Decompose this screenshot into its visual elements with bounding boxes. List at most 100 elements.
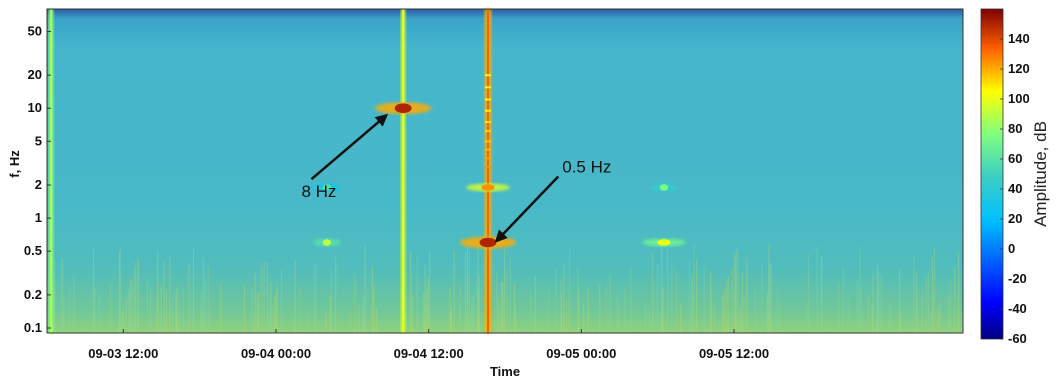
noise-streak <box>274 296 276 333</box>
noise-streak <box>807 301 809 333</box>
noise-streak <box>961 312 963 333</box>
x-tick-label: 09-04 12:00 <box>394 346 464 361</box>
emission-band-core <box>50 9 53 333</box>
noise-streak <box>691 273 693 333</box>
colorbar-tick-label: -60 <box>1008 331 1027 346</box>
noise-streak <box>53 287 55 333</box>
noise-streak <box>92 247 94 333</box>
noise-streak <box>502 282 504 333</box>
noise-streak <box>689 259 690 333</box>
noise-streak <box>899 268 901 333</box>
x-tick-label: 09-05 00:00 <box>546 346 616 361</box>
noise-streak <box>890 301 892 333</box>
noise-streak <box>768 249 770 333</box>
noise-streak <box>426 286 428 333</box>
harmonic-mark <box>485 98 491 101</box>
noise-streak <box>703 268 705 333</box>
noise-streak <box>514 307 516 333</box>
noise-streak <box>175 292 177 333</box>
noise-streak <box>131 278 133 333</box>
y-axis-label: f, Hz <box>7 150 22 178</box>
noise-streak <box>157 281 159 333</box>
noise-streak <box>713 305 715 333</box>
noise-streak <box>741 272 743 333</box>
plot-area <box>47 9 963 333</box>
noise-streak <box>424 291 426 333</box>
noise-streak <box>624 287 626 333</box>
annotation-arrow <box>494 175 560 243</box>
noise-streak <box>251 285 253 333</box>
noise-streak <box>163 262 165 333</box>
noise-streak <box>722 294 724 333</box>
noise-streak <box>119 248 121 333</box>
noise-streak <box>948 294 949 333</box>
noise-streak <box>770 263 772 333</box>
harmonic-mark <box>485 86 491 89</box>
noise-streak <box>424 265 426 333</box>
noise-streak <box>373 284 375 333</box>
noise-streak <box>723 289 725 333</box>
noise-streak <box>868 294 869 333</box>
noise-streak <box>178 302 180 333</box>
x-axis-label: Time <box>490 364 520 379</box>
noise-streak <box>476 304 478 333</box>
y-tick-label: 0.5 <box>24 243 42 258</box>
noise-streak <box>136 261 138 333</box>
noise-streak <box>99 295 100 333</box>
noise-streak <box>671 263 673 333</box>
noise-streak <box>605 286 607 333</box>
noise-streak <box>69 290 71 333</box>
noise-streak <box>934 248 935 333</box>
noise-streak <box>371 266 373 333</box>
noise-streak <box>256 291 258 333</box>
noise-streak <box>925 277 927 333</box>
noise-streak <box>497 296 499 333</box>
noise-streak <box>276 284 278 333</box>
noise-streak <box>207 265 209 333</box>
harmonic-mark <box>485 109 491 112</box>
emission-spot-core <box>481 184 495 191</box>
noise-streak <box>859 246 861 333</box>
noise-streak <box>501 282 503 333</box>
x-tick-label: 09-04 00:00 <box>241 346 311 361</box>
y-tick-label: 10 <box>28 100 42 115</box>
noise-streak <box>880 275 882 333</box>
x-axis: 09-03 12:00 09-04 00:00 09-04 12:00 09-05 0… <box>88 329 769 361</box>
noise-streak <box>777 289 779 333</box>
noise-streak <box>937 307 939 333</box>
noise-streak <box>735 249 737 333</box>
noise-streak <box>125 298 127 333</box>
noise-streak <box>209 308 210 333</box>
noise-streak <box>160 304 162 333</box>
noise-streak <box>128 288 130 333</box>
noise-streak <box>568 292 570 333</box>
noise-streak <box>325 310 327 333</box>
noise-streak <box>176 286 178 333</box>
noise-streak <box>856 280 858 333</box>
noise-streak <box>860 288 862 333</box>
noise-streak <box>146 279 148 333</box>
noise-streak <box>220 283 222 333</box>
noise-streak <box>183 287 185 333</box>
noise-streak <box>583 303 585 333</box>
noise-streak <box>645 303 646 333</box>
noise-streak <box>451 306 453 333</box>
noise-streak <box>503 249 505 333</box>
noise-streak <box>260 261 262 333</box>
noise-streak <box>568 297 570 333</box>
noise-streak <box>560 278 562 333</box>
noise-streak <box>667 301 669 333</box>
noise-streak <box>953 268 955 333</box>
noise-streak <box>680 303 682 333</box>
noise-streak <box>254 273 256 333</box>
noise-streak <box>769 263 771 333</box>
noise-streak <box>816 246 818 333</box>
noise-streak <box>468 252 470 333</box>
noise-streak <box>73 275 75 333</box>
noise-streak <box>710 271 712 333</box>
noise-streak <box>651 252 653 333</box>
noise-streak <box>410 254 412 333</box>
noise-streak <box>363 296 364 333</box>
noise-streak <box>949 281 951 333</box>
noise-streak <box>464 251 466 333</box>
